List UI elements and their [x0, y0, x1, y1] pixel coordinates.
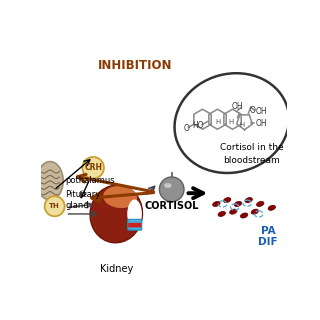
Text: INHIBITION: INHIBITION — [98, 59, 173, 72]
Ellipse shape — [245, 197, 252, 203]
Text: CRH: CRH — [84, 163, 102, 172]
Text: O: O — [184, 124, 190, 132]
Ellipse shape — [82, 157, 104, 179]
Text: DIF: DIF — [258, 237, 278, 247]
Text: OH: OH — [256, 107, 268, 116]
Ellipse shape — [223, 197, 231, 203]
Text: H: H — [228, 119, 234, 125]
FancyBboxPatch shape — [128, 223, 141, 228]
Ellipse shape — [159, 177, 184, 202]
FancyBboxPatch shape — [128, 219, 142, 230]
Ellipse shape — [37, 162, 63, 200]
Ellipse shape — [229, 209, 237, 214]
Text: HO: HO — [192, 121, 204, 130]
Ellipse shape — [213, 201, 220, 206]
Ellipse shape — [218, 212, 226, 217]
Text: Pituitary
gland: Pituitary gland — [66, 190, 101, 210]
Ellipse shape — [127, 200, 142, 228]
Text: OH: OH — [231, 102, 243, 111]
Ellipse shape — [103, 186, 137, 208]
Text: pothalamus: pothalamus — [66, 176, 115, 185]
Ellipse shape — [164, 183, 172, 188]
Text: H: H — [240, 123, 245, 128]
Ellipse shape — [240, 213, 248, 218]
Ellipse shape — [90, 185, 142, 243]
Text: PA: PA — [260, 226, 275, 236]
Ellipse shape — [234, 201, 242, 206]
Ellipse shape — [257, 201, 264, 206]
Ellipse shape — [251, 209, 259, 214]
Ellipse shape — [268, 205, 276, 210]
Ellipse shape — [45, 196, 65, 216]
Text: OH: OH — [256, 119, 268, 128]
Text: O: O — [249, 106, 255, 115]
Text: TH: TH — [49, 203, 60, 209]
Text: H: H — [215, 118, 220, 124]
Text: Cortisol in the
bloodstream: Cortisol in the bloodstream — [220, 143, 284, 165]
Text: Kidney: Kidney — [100, 264, 133, 275]
Text: CORTISOL: CORTISOL — [144, 201, 199, 211]
